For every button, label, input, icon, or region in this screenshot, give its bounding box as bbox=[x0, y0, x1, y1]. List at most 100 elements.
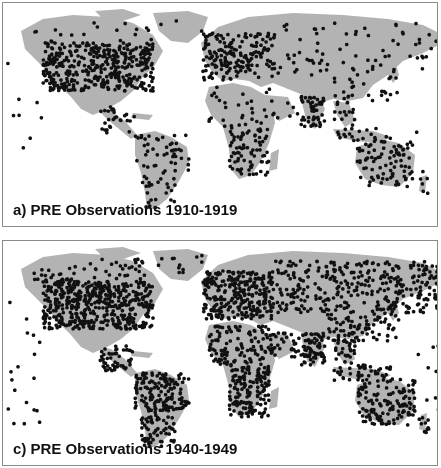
station-marker bbox=[231, 378, 235, 383]
station-marker bbox=[228, 390, 232, 394]
station-marker bbox=[235, 74, 239, 78]
station-marker bbox=[292, 355, 297, 359]
station-marker bbox=[48, 316, 52, 320]
station-marker bbox=[101, 364, 106, 368]
station-marker bbox=[91, 324, 96, 328]
station-marker bbox=[269, 295, 273, 300]
station-marker bbox=[376, 289, 380, 294]
station-marker bbox=[348, 372, 353, 376]
station-marker bbox=[288, 114, 292, 118]
station-marker bbox=[417, 37, 422, 42]
station-marker bbox=[377, 416, 382, 420]
station-marker bbox=[381, 378, 386, 382]
station-marker bbox=[144, 176, 149, 181]
station-marker bbox=[223, 55, 227, 60]
station-marker bbox=[300, 98, 304, 103]
station-marker bbox=[249, 165, 254, 169]
station-marker bbox=[48, 85, 53, 90]
station-marker bbox=[270, 99, 274, 103]
station-marker bbox=[416, 352, 421, 357]
station-marker bbox=[338, 110, 342, 115]
station-marker bbox=[351, 309, 356, 314]
station-marker bbox=[392, 421, 396, 426]
station-marker bbox=[266, 327, 271, 332]
station-marker bbox=[355, 159, 360, 164]
station-marker bbox=[133, 32, 138, 37]
station-marker bbox=[321, 361, 325, 365]
station-marker bbox=[344, 32, 349, 36]
station-marker bbox=[409, 293, 414, 297]
station-marker bbox=[300, 304, 304, 308]
station-marker bbox=[333, 308, 338, 312]
station-marker bbox=[131, 54, 136, 59]
station-marker bbox=[238, 51, 243, 55]
station-marker bbox=[259, 43, 263, 47]
station-marker bbox=[228, 61, 233, 65]
station-marker bbox=[350, 332, 355, 336]
station-marker bbox=[360, 414, 365, 418]
station-marker bbox=[308, 357, 313, 362]
station-marker bbox=[143, 60, 148, 65]
station-marker bbox=[364, 142, 368, 147]
station-marker bbox=[104, 74, 109, 79]
station-marker bbox=[114, 276, 119, 281]
station-marker bbox=[258, 309, 262, 314]
station-marker bbox=[154, 413, 158, 418]
station-marker bbox=[169, 160, 173, 165]
station-marker bbox=[261, 301, 266, 306]
station-marker bbox=[334, 327, 339, 331]
station-marker bbox=[99, 349, 104, 354]
station-marker bbox=[254, 172, 259, 176]
station-marker bbox=[147, 441, 151, 446]
station-marker bbox=[286, 263, 291, 268]
station-marker bbox=[100, 257, 104, 262]
station-marker bbox=[376, 174, 380, 178]
station-marker bbox=[165, 182, 169, 186]
station-marker bbox=[147, 184, 151, 188]
station-marker bbox=[343, 127, 348, 132]
station-marker bbox=[182, 403, 187, 407]
station-marker bbox=[216, 285, 221, 289]
station-marker bbox=[255, 353, 260, 357]
station-marker bbox=[145, 149, 150, 153]
station-marker bbox=[95, 25, 100, 29]
station-marker bbox=[393, 314, 398, 318]
station-marker bbox=[321, 331, 326, 336]
station-marker bbox=[394, 183, 398, 187]
station-marker bbox=[224, 341, 229, 346]
station-marker bbox=[349, 348, 353, 353]
station-marker bbox=[280, 301, 285, 305]
station-marker bbox=[137, 324, 142, 329]
station-marker bbox=[364, 378, 369, 382]
station-marker bbox=[265, 309, 269, 314]
station-marker bbox=[397, 413, 402, 417]
station-marker bbox=[303, 338, 308, 343]
station-marker bbox=[353, 344, 357, 348]
station-marker bbox=[153, 205, 157, 210]
station-marker bbox=[48, 88, 53, 93]
station-marker bbox=[345, 282, 350, 287]
station-marker bbox=[403, 402, 407, 406]
station-marker bbox=[369, 143, 373, 147]
station-marker bbox=[135, 63, 139, 67]
station-marker bbox=[377, 332, 382, 337]
station-marker bbox=[138, 376, 143, 381]
station-marker bbox=[228, 66, 232, 71]
station-marker bbox=[157, 393, 161, 398]
station-marker bbox=[208, 345, 212, 349]
station-marker bbox=[227, 327, 232, 332]
station-marker bbox=[44, 293, 48, 298]
station-marker bbox=[308, 350, 313, 354]
station-marker bbox=[302, 306, 307, 311]
station-marker bbox=[181, 270, 185, 275]
station-marker bbox=[241, 406, 246, 410]
station-marker bbox=[350, 66, 355, 71]
station-marker bbox=[358, 270, 363, 274]
station-marker bbox=[146, 200, 151, 205]
station-marker bbox=[297, 307, 301, 312]
station-marker bbox=[148, 52, 152, 56]
station-marker bbox=[420, 182, 425, 186]
station-marker bbox=[151, 66, 155, 71]
station-marker bbox=[314, 108, 319, 113]
station-marker bbox=[213, 304, 217, 308]
